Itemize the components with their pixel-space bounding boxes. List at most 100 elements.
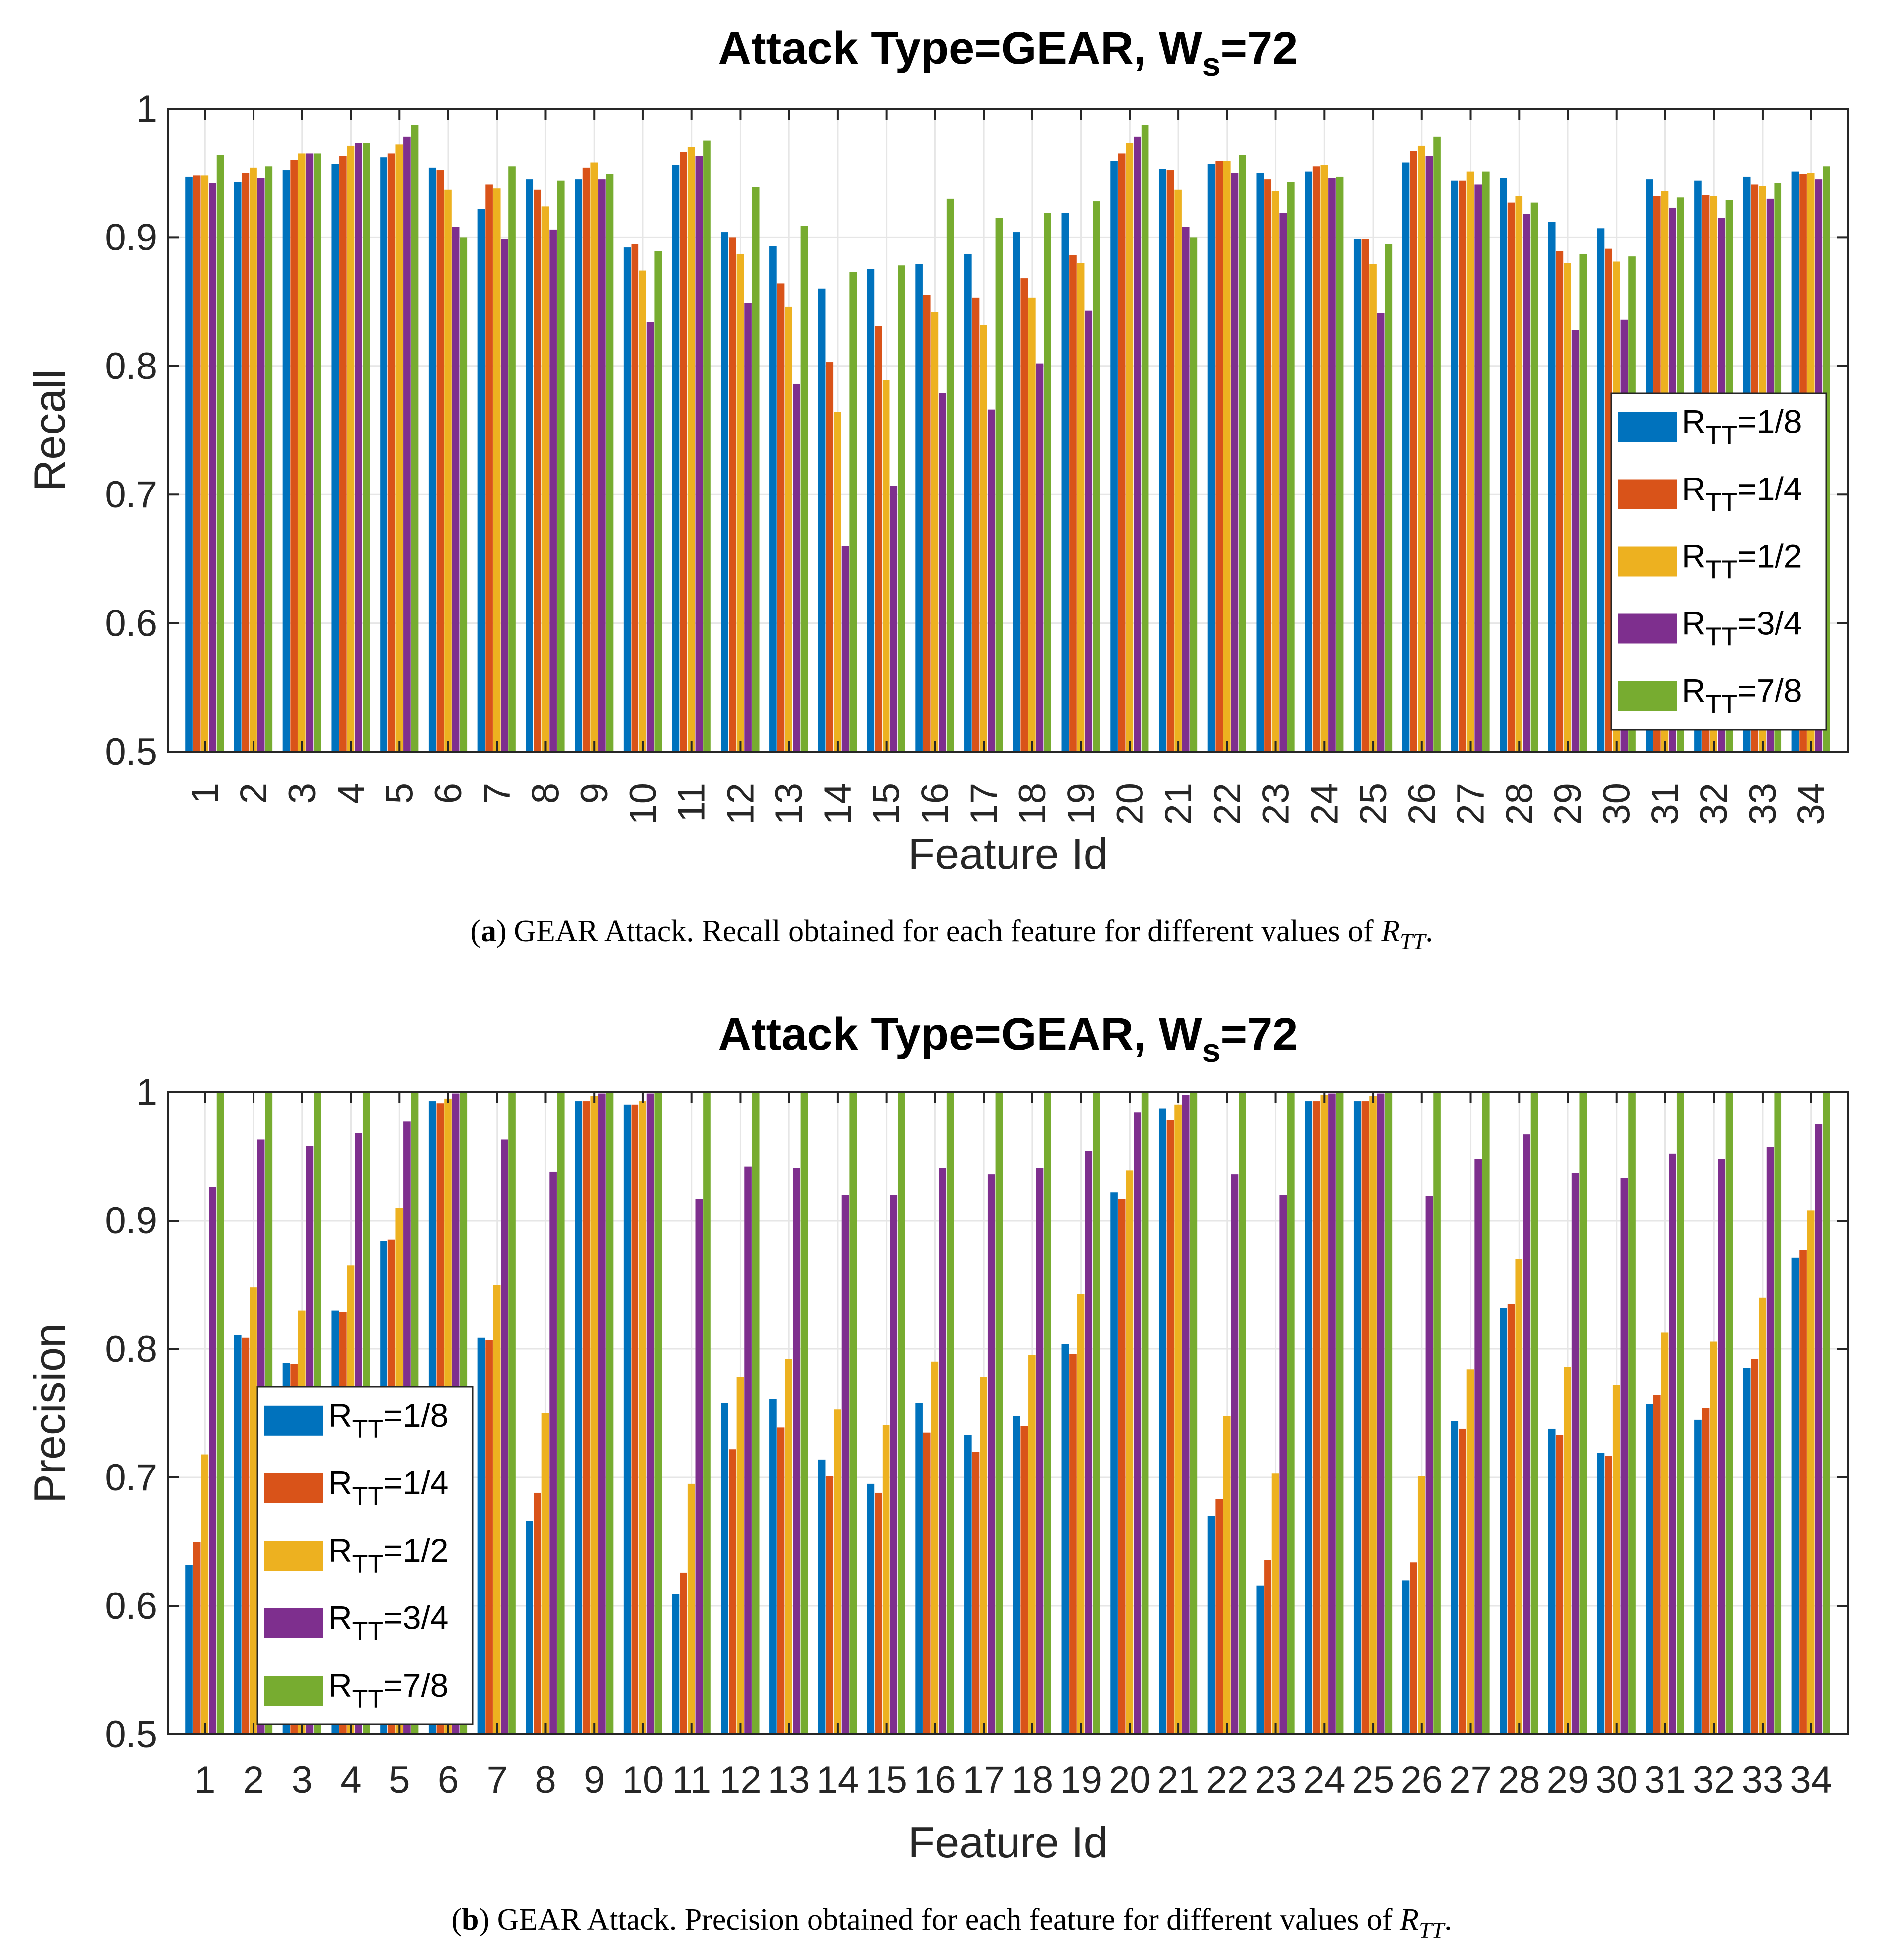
x-tick-label: 2: [243, 1759, 264, 1801]
y-tick-label: 0.6: [105, 1585, 157, 1627]
bar: [1158, 169, 1166, 752]
bar: [582, 1101, 590, 1734]
bar: [1425, 1196, 1433, 1734]
legend-swatch: [1618, 613, 1677, 644]
bar: [1799, 1250, 1807, 1734]
x-tick-label: 10: [622, 1759, 664, 1801]
x-axis-label: Feature Id: [908, 1818, 1108, 1867]
bar: [193, 175, 201, 752]
bar: [1158, 1108, 1166, 1734]
y-tick-label: 1: [136, 88, 157, 130]
bar: [1564, 1367, 1571, 1734]
legend-label-subscript: TT: [352, 1685, 384, 1714]
bar: [1223, 1416, 1231, 1734]
legend-label: RTT=1/4: [1682, 471, 1802, 517]
bar: [1807, 1210, 1815, 1734]
bar: [1328, 178, 1336, 752]
x-tick-label: 20: [1109, 1759, 1151, 1801]
chart-panel-precision: Attack Type=GEAR, Ws=720.50.60.70.80.911…: [25, 1009, 1849, 1943]
bar: [1823, 1092, 1830, 1734]
bar: [1766, 1147, 1774, 1734]
x-tick-label: 1: [194, 1759, 215, 1801]
legend-swatch: [264, 1473, 323, 1503]
x-tick-label: 29: [1547, 1759, 1589, 1801]
x-tick-label: 7: [476, 783, 518, 804]
y-tick-label: 0.7: [105, 474, 157, 516]
legend-label-end: =3/4: [1737, 605, 1802, 642]
bar: [654, 1092, 662, 1734]
bar: [1410, 1562, 1417, 1734]
legend-label-main: R: [1682, 403, 1706, 440]
bar: [728, 237, 736, 752]
bar: [995, 218, 1003, 752]
bar: [590, 1096, 598, 1734]
legend-swatch: [264, 1608, 323, 1638]
bar: [849, 272, 857, 752]
bar: [1166, 170, 1174, 752]
caption-text: GEAR Attack. Precision obtained for each…: [489, 1903, 1400, 1937]
bar: [800, 226, 808, 752]
bar: [201, 1454, 209, 1734]
bar: [1661, 1332, 1669, 1734]
bar: [867, 269, 875, 752]
bar: [1548, 1428, 1556, 1734]
x-tick-label: 27: [1449, 1759, 1492, 1801]
bar: [972, 1452, 980, 1734]
bar: [1069, 1354, 1077, 1734]
x-axis-label: Feature Id: [908, 829, 1108, 878]
bar: [1190, 237, 1198, 752]
legend-label-subscript: TT: [352, 1550, 384, 1579]
bar: [1385, 1092, 1393, 1734]
x-tick-label: 1: [184, 783, 226, 804]
bar: [1597, 228, 1605, 752]
x-tick-label: 17: [963, 783, 1005, 825]
bar: [1369, 1096, 1377, 1734]
bar: [639, 1101, 646, 1734]
y-tick-label: 0.7: [105, 1457, 157, 1499]
bar: [1028, 297, 1036, 752]
bar: [728, 1449, 736, 1734]
bar: [1515, 1259, 1523, 1734]
bar: [875, 326, 882, 752]
bar: [355, 143, 362, 752]
bar: [1036, 363, 1044, 752]
bar: [1190, 1092, 1198, 1734]
x-tick-label: 21: [1157, 783, 1200, 825]
bar: [703, 1092, 711, 1734]
bar: [769, 1399, 777, 1734]
bar: [1061, 213, 1069, 752]
bar: [1743, 1368, 1751, 1734]
bar: [800, 1092, 808, 1734]
bar: [1239, 1092, 1246, 1734]
x-tick-label: 8: [535, 1759, 556, 1801]
x-tick-label: 4: [330, 783, 373, 804]
bar: [395, 144, 403, 752]
x-tick-label: 12: [719, 783, 761, 825]
bar: [1077, 263, 1085, 752]
bar: [1028, 1355, 1036, 1734]
bar: [987, 409, 995, 752]
bar: [752, 187, 760, 752]
bar: [436, 170, 444, 752]
bar: [1361, 238, 1369, 752]
legend-label-subscript: TT: [1706, 623, 1738, 652]
bar: [1556, 251, 1564, 752]
bar: [1020, 1426, 1028, 1734]
bar: [557, 180, 565, 752]
bar: [898, 265, 905, 752]
legend-label-subscript: TT: [1706, 556, 1738, 585]
x-tick-label: 19: [1060, 1759, 1102, 1801]
bar: [1556, 1435, 1564, 1734]
bar: [882, 380, 890, 752]
bar: [1207, 164, 1215, 752]
caption-paren: ): [479, 1903, 490, 1937]
legend-label-subscript: TT: [1706, 690, 1738, 719]
bar: [631, 1104, 639, 1734]
bar: [1239, 155, 1246, 752]
bar: [736, 253, 744, 752]
x-tick-label: 34: [1790, 783, 1833, 825]
bar: [995, 1092, 1003, 1734]
x-tick-label: 19: [1060, 783, 1103, 825]
bar: [1118, 1199, 1126, 1734]
